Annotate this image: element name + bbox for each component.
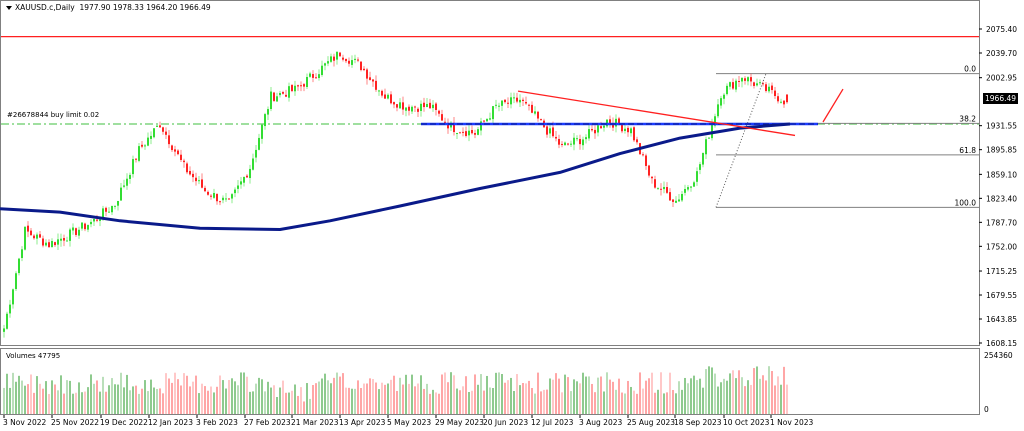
volume-zero-label: 0 [984, 405, 989, 414]
projection-arrow[interactable] [822, 88, 844, 123]
fib-level-label: 0.0 [964, 65, 976, 74]
price-tick-label: 1752.00 [986, 242, 1017, 251]
fib-level-label: 38.2 [959, 114, 976, 123]
moving-average-line[interactable] [0, 122, 791, 231]
time-tick-label: 5 May 2023 [387, 418, 431, 427]
time-tick-label: 12 Jan 2023 [148, 418, 193, 427]
price-tick-label: 1715.25 [986, 267, 1017, 276]
fib-level-label: 100.0 [955, 198, 977, 207]
current-price-tag: 1966.49 [983, 93, 1019, 104]
price-tick-label: 1679.55 [986, 291, 1017, 300]
dropdown-triangle-icon[interactable] [6, 6, 12, 10]
time-tick-label: 3 Aug 2023 [579, 418, 622, 427]
time-tick-label: 19 Dec 2022 [100, 418, 148, 427]
time-tick-label: 3 Nov 2022 [3, 418, 46, 427]
overlays: 0.0 38.2 61.8 100.0 [1, 36, 979, 208]
chart-header: XAUUSD.c,Daily 1977.90 1978.33 1964.20 1… [6, 3, 211, 12]
time-tick-label: 21 Mar 2023 [291, 418, 339, 427]
descending-trendline[interactable] [517, 90, 796, 137]
price-tick-label: 1643.85 [986, 315, 1017, 324]
time-tick-label: 13 Apr 2023 [339, 418, 386, 427]
time-tick-label: 27 Feb 2023 [244, 418, 291, 427]
time-tick-label: 3 Feb 2023 [196, 418, 238, 427]
volume-indicator-label: Volumes 47795 [6, 352, 61, 360]
volume-bars [3, 366, 788, 414]
price-tick-label: 1823.40 [986, 194, 1017, 203]
symbol-title: XAUUSD.c,Daily [15, 3, 75, 12]
overlays-front [0, 73, 844, 231]
time-axis: 3 Nov 2022 25 Nov 2022 19 Dec 2022 12 Jan 2… [3, 415, 813, 427]
price-tick-label: 1895.85 [986, 146, 1017, 155]
buy-limit-order-label[interactable]: #26678844 buy limit 0.02 [7, 111, 100, 119]
time-tick-label: 25 Nov 2022 [51, 418, 99, 427]
time-tick-label: 10 Oct 2023 [723, 418, 770, 427]
price-axis: 2075.40 2039.70 2002.95 1931.55 1895.85 1859.… [979, 25, 1017, 348]
ohlc-values: 1977.90 1978.33 1964.20 1966.49 [79, 3, 211, 12]
time-tick-label: 25 Aug 2023 [627, 418, 675, 427]
time-tick-label: 12 Jul 2023 [531, 418, 574, 427]
price-tick-label: 2002.95 [986, 74, 1017, 83]
main-chart-frame [0, 0, 980, 346]
price-tick-label: 1787.70 [986, 218, 1017, 227]
price-tick-label: 1931.55 [986, 122, 1017, 131]
fib-level-label: 61.8 [959, 146, 976, 155]
time-tick-label: 20 Jun 2023 [483, 418, 528, 427]
price-tick-label: 1859.10 [986, 170, 1017, 179]
price-tick-label: 1608.15 [986, 339, 1017, 348]
price-tick-label: 2039.70 [986, 49, 1017, 58]
volume-axis: 254360 0 [984, 351, 1013, 414]
price-tick-label: 2075.40 [986, 25, 1017, 34]
time-tick-label: 18 Sep 2023 [674, 418, 722, 427]
time-tick-label: 29 May 2023 [435, 418, 484, 427]
volume-max-label: 254360 [984, 351, 1013, 360]
candles [3, 51, 788, 338]
time-tick-label: 1 Nov 2023 [770, 418, 813, 427]
